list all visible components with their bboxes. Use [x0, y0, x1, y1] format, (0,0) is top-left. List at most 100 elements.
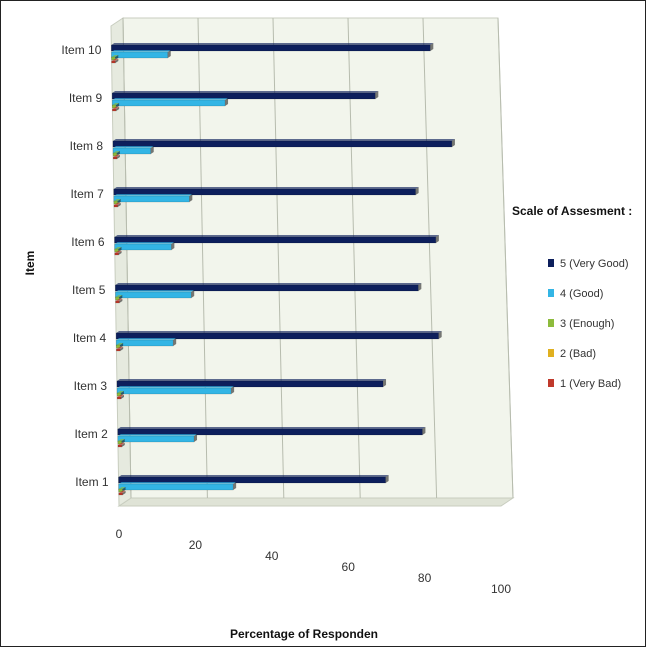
bar	[115, 290, 195, 299]
bar-front-face	[115, 284, 419, 292]
bar-top-face	[118, 482, 237, 484]
bar-end-face	[167, 50, 171, 58]
bar	[118, 482, 237, 491]
bar-top-face	[117, 439, 125, 441]
bar	[116, 347, 124, 352]
bar-end-face	[116, 155, 120, 159]
bar-end-face	[171, 242, 175, 250]
bar-front-face	[114, 236, 437, 244]
bar-end-face	[418, 283, 422, 291]
bar-end-face	[233, 482, 237, 490]
bar	[118, 487, 126, 493]
legend-entry: 3 (Enough)	[560, 318, 614, 330]
bar	[111, 91, 379, 100]
back-wall	[122, 17, 514, 499]
bar	[113, 187, 419, 196]
bar-top-face	[116, 379, 387, 381]
bar-front-face	[112, 140, 453, 148]
bar	[112, 146, 154, 155]
bar	[114, 235, 439, 244]
bar-end-face	[115, 55, 119, 60]
category-label: Item 3	[74, 379, 108, 393]
bar	[117, 434, 198, 443]
bar-top-face	[111, 43, 434, 45]
category-label: Item 7	[70, 187, 104, 201]
bar-top-face	[113, 155, 120, 157]
bar-end-face	[116, 107, 120, 111]
bar	[116, 379, 387, 388]
bar	[112, 155, 120, 160]
bar-end-face	[121, 443, 125, 447]
bar-front-face	[118, 483, 234, 491]
legend-swatch	[548, 319, 554, 327]
category-label: Item 10	[61, 43, 101, 57]
bar-end-face	[191, 290, 195, 298]
x-tick-label: 20	[189, 538, 203, 552]
bar-end-face	[119, 295, 123, 300]
bar-top-face	[118, 475, 389, 477]
bar	[115, 331, 442, 340]
bar-top-face	[113, 199, 121, 201]
bar-end-face	[122, 491, 126, 495]
bar-end-face	[118, 247, 122, 252]
bar	[111, 50, 171, 59]
bar	[118, 491, 126, 496]
bar	[114, 251, 122, 256]
bar-top-face	[117, 427, 426, 429]
bar-top-face	[114, 235, 439, 237]
bar-top-face	[113, 146, 154, 148]
legend-swatch	[548, 379, 554, 387]
bar	[112, 107, 120, 112]
bar-top-face	[114, 247, 122, 249]
bar-end-face	[173, 338, 177, 346]
bar-front-face	[111, 51, 168, 59]
bar	[114, 242, 175, 251]
bar-end-face	[225, 98, 229, 106]
category-label: Item 5	[72, 283, 106, 297]
bar-end-face	[120, 347, 124, 351]
bar-end-face	[435, 235, 439, 243]
bar-top-face	[114, 251, 122, 253]
bar-top-face	[118, 491, 126, 493]
bar-front-face	[116, 396, 122, 400]
bar-front-face	[118, 492, 123, 496]
legend-swatch	[548, 289, 554, 297]
bar	[115, 295, 123, 301]
bar-top-face	[112, 107, 120, 109]
chart-bars	[111, 43, 455, 496]
bar-end-face	[117, 199, 121, 204]
bar-end-face	[150, 146, 154, 154]
bar-top-face	[115, 295, 123, 297]
bar-top-face	[116, 338, 177, 340]
bar-top-face	[118, 487, 126, 489]
bar-end-face	[120, 391, 124, 396]
bar-front-face	[112, 108, 117, 112]
legend-title: Scale of Assesment :	[512, 204, 632, 218]
bar-front-face	[114, 243, 172, 251]
x-tick-label: 40	[265, 549, 279, 563]
bar-top-face	[116, 331, 442, 333]
bar-top-face	[112, 91, 379, 93]
bar	[112, 139, 455, 148]
bar-end-face	[383, 379, 387, 387]
bar-top-face	[112, 98, 229, 100]
bar-top-face	[112, 139, 455, 141]
bar-end-face	[120, 343, 124, 348]
bar-front-face	[111, 60, 116, 64]
bar-end-face	[119, 299, 123, 303]
bar-end-face	[438, 331, 442, 339]
bar-end-face	[120, 395, 124, 399]
bar-top-face	[117, 395, 124, 397]
bar-top-face	[114, 242, 175, 244]
bar-front-face	[114, 252, 119, 256]
bar-front-face	[117, 435, 195, 443]
category-label: Item 6	[71, 235, 105, 249]
bar	[116, 386, 235, 395]
bar	[115, 338, 177, 347]
gridline	[422, 17, 438, 499]
legend: Scale of Assesment : 5 (Very Good) 4 (Goo…	[512, 204, 632, 390]
legend-entry: 4 (Good)	[560, 288, 603, 300]
bar	[113, 194, 193, 203]
category-label: Item 8	[70, 139, 104, 153]
